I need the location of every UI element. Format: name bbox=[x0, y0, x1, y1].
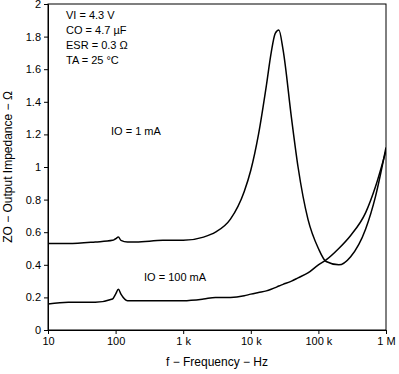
y-tick: 0.4 bbox=[26, 259, 48, 271]
x-tick-label: 10 k bbox=[241, 335, 262, 347]
y-tick-mark bbox=[44, 102, 48, 103]
y-tick-mark bbox=[44, 37, 48, 38]
y-tick-label: 1.4 bbox=[26, 96, 41, 108]
y-axis: 0 0.2 0.4 0.6 0.8 1 1.2 1.4 1.6 1.8 2 bbox=[26, 0, 49, 336]
series-label: IO = 1 mA bbox=[111, 125, 161, 137]
y-tick: 1.6 bbox=[26, 63, 48, 75]
y-tick-label: 1 bbox=[35, 161, 41, 173]
y-tick-label: 1.2 bbox=[26, 128, 41, 140]
y-tick: 1.4 bbox=[26, 96, 48, 108]
y-tick-label: 2 bbox=[35, 0, 41, 10]
y-tick: 1.8 bbox=[26, 31, 48, 43]
y-tick: 1 bbox=[35, 161, 48, 173]
x-tick: 1 M bbox=[377, 330, 395, 347]
series-line bbox=[48, 30, 386, 265]
y-tick-label: 0.4 bbox=[26, 259, 41, 271]
x-tick: 10 bbox=[42, 330, 54, 347]
x-axis-line bbox=[49, 331, 387, 335]
x-tick: 10 k bbox=[241, 330, 262, 347]
y-tick-mark bbox=[44, 265, 48, 266]
y-tick: 0.6 bbox=[26, 226, 48, 238]
y-tick-mark bbox=[44, 297, 48, 298]
x-axis-title: f − Frequency − Hz bbox=[166, 355, 268, 369]
y-tick-mark bbox=[44, 134, 48, 135]
annotation: VI = 4.3 V bbox=[66, 9, 115, 21]
y-axis-title: ZO − Output Impedance − Ω bbox=[1, 91, 15, 243]
x-axis: 10 100 1 k 10 k 100 k 1 M bbox=[42, 330, 395, 347]
y-tick-label: 0.8 bbox=[26, 194, 41, 206]
x-tick: 1 k bbox=[176, 330, 191, 347]
annotation: CO = 4.7 µF bbox=[66, 24, 127, 36]
y-tick: 0 bbox=[35, 324, 48, 336]
annotation: TA = 25 °C bbox=[66, 54, 119, 66]
y-tick: 1.2 bbox=[26, 128, 48, 140]
x-tick-mark bbox=[318, 330, 319, 334]
y-tick-label: 0.6 bbox=[26, 226, 41, 238]
annotation: ESR = 0.3 Ω bbox=[66, 39, 128, 51]
y-tick-label: 0 bbox=[35, 324, 41, 336]
x-tick-label: 100 bbox=[107, 335, 125, 347]
y-tick: 2 bbox=[35, 0, 48, 10]
x-tick: 100 bbox=[107, 330, 125, 347]
y-tick-mark bbox=[44, 232, 48, 233]
y-tick-mark bbox=[44, 330, 48, 331]
series-group bbox=[48, 30, 386, 304]
y-tick-label: 1.6 bbox=[26, 63, 41, 75]
x-tick-mark bbox=[183, 330, 184, 334]
chart: 10 100 1 k 10 k 100 k 1 M 0 0.2 0.4 0.6 0.8 1 1.2 1.4… bbox=[0, 0, 399, 374]
x-tick-label: 1 M bbox=[377, 335, 395, 347]
plot-frame bbox=[48, 4, 386, 330]
y-tick-mark bbox=[44, 200, 48, 201]
plot: 10 100 1 k 10 k 100 k 1 M 0 0.2 0.4 0.6 0.8 1 1.2 1.4… bbox=[26, 0, 396, 347]
series-label: IO = 100 mA bbox=[144, 271, 207, 283]
y-tick-mark bbox=[44, 69, 48, 70]
y-tick: 0.2 bbox=[26, 291, 48, 303]
y-tick-label: 1.8 bbox=[26, 31, 41, 43]
x-tick-mark bbox=[386, 330, 387, 334]
x-tick: 100 k bbox=[305, 330, 332, 347]
y-tick-mark bbox=[44, 4, 48, 5]
y-tick-mark bbox=[44, 167, 48, 168]
y-tick: 0.8 bbox=[26, 194, 48, 206]
series-line bbox=[48, 151, 386, 304]
x-tick-mark bbox=[251, 330, 252, 334]
x-tick-label: 1 k bbox=[176, 335, 191, 347]
x-tick-mark bbox=[116, 330, 117, 334]
y-tick-label: 0.2 bbox=[26, 291, 41, 303]
x-tick-label: 10 bbox=[42, 335, 54, 347]
x-tick-label: 100 k bbox=[305, 335, 332, 347]
